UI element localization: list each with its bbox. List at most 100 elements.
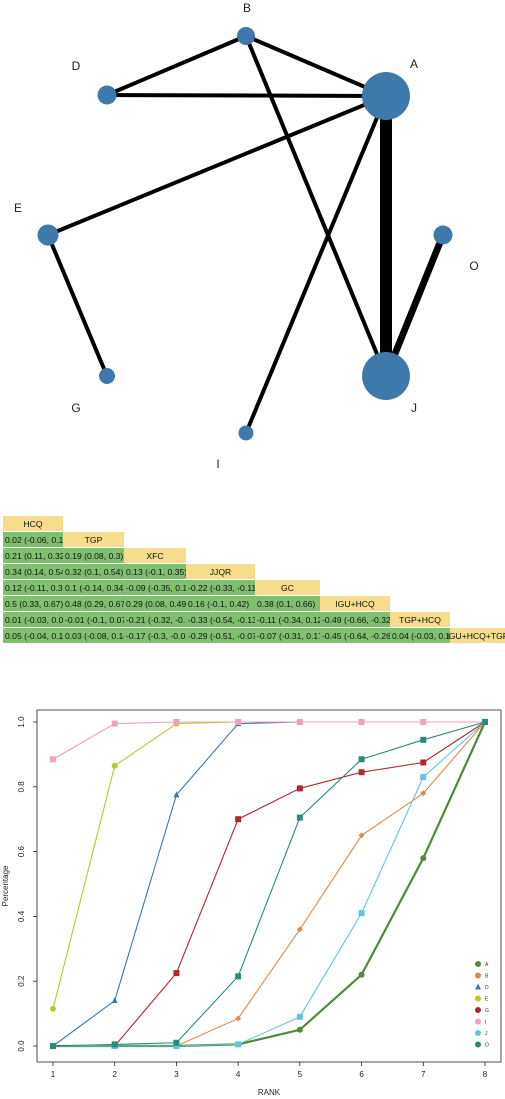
node-label-B: B (243, 1, 251, 15)
effect-estimate: 0.03 (-0.08, 0.14) (65, 631, 131, 641)
data-point-O (420, 736, 427, 743)
data-point-G (296, 785, 303, 792)
effect-estimate: 0.48 (0.29, 0.67) (65, 599, 128, 609)
plot-frame (36, 709, 502, 1063)
table-cell (186, 580, 255, 595)
table-cell (63, 628, 124, 643)
legend-label-D: D (485, 985, 489, 991)
legend-marker-E (475, 995, 481, 1002)
legend-marker-G (475, 1007, 481, 1013)
y-tick-label: 0.6 (17, 845, 26, 857)
table-cell (3, 580, 63, 595)
x-tick-label: 2 (112, 1070, 117, 1079)
data-point-B (358, 832, 365, 839)
effect-estimate: 0.1 (-0.14, 0.34) (65, 583, 126, 593)
table-cell (255, 628, 320, 643)
table-cell (63, 580, 124, 595)
edge-O-J (382, 233, 447, 378)
data-point-I (296, 719, 303, 725)
data-point-G (358, 769, 365, 776)
effect-estimate: 0.12 (-0.11, 0.35) (5, 583, 70, 593)
edge-E-G (46, 234, 109, 377)
x-tick-label: 3 (174, 1070, 179, 1079)
treatment-label: JJQR (210, 567, 231, 577)
legend-label-B: B (485, 974, 489, 980)
data-point-J (235, 1041, 242, 1048)
table-header-cell (186, 564, 255, 579)
league-table: HCQ 0.02 (-0.06, 0.1) TGP 0.21 (0.11, 0.32)… (3, 516, 505, 643)
legend-label-I: I (485, 1020, 486, 1026)
effect-estimate: -0.33 (-0.54, -0.13) (188, 615, 260, 625)
data-point-B (420, 790, 427, 797)
effect-estimate: -0.09 (-0.35, 0.16) (126, 583, 195, 593)
node-label-A: A (410, 57, 418, 71)
table-cell (3, 564, 63, 579)
table-cell (320, 628, 390, 643)
x-tick-label: 4 (236, 1070, 241, 1079)
node-I (238, 425, 254, 441)
edge-E-A (47, 94, 387, 237)
table-header-cell (63, 532, 124, 547)
legend-marker-J (475, 1030, 481, 1036)
effect-estimate: -0.29 (-0.51, -0.07) (188, 631, 260, 641)
data-point-O (173, 1039, 180, 1046)
data-point-B (296, 926, 303, 933)
data-point-I (420, 719, 427, 725)
treatment-label: TGP+HCQ (399, 615, 441, 625)
effect-estimate: 0.5 (0.33, 0.67) (5, 599, 63, 609)
x-tick-label: 1 (51, 1070, 56, 1079)
treatment-label: IGU+HCQ+TGP (446, 631, 505, 641)
table-cell (186, 628, 255, 643)
treatment-label: IGU+HCQ (335, 599, 375, 609)
data-point-O (296, 814, 303, 821)
data-point-I (50, 756, 56, 763)
treatment-label: GC (281, 583, 294, 593)
data-point-B (235, 1015, 242, 1022)
data-point-J (358, 910, 365, 917)
data-point-G (173, 970, 180, 977)
series-line-B (53, 721, 486, 1047)
effect-estimate: 0.04 (-0.03, 0.11) (392, 631, 457, 641)
node-O (433, 225, 453, 245)
effect-estimate: -0.21 (-0.32, -0.1) (126, 615, 193, 625)
data-point-E (50, 1005, 56, 1012)
edge-A-I (244, 95, 388, 434)
effect-estimate: 0.21 (0.11, 0.32) (5, 551, 68, 561)
y-tick-label: 1.0 (17, 716, 26, 728)
effect-estimate: -0.01 (-0.1, 0.07) (65, 615, 129, 625)
edge-D-A (106, 93, 387, 98)
node-label-D: D (72, 59, 81, 73)
effect-estimate: 0.19 (0.08, 0.3) (65, 551, 123, 561)
table-header-cell (3, 516, 63, 531)
table-cell (124, 612, 186, 627)
table-cell (390, 628, 450, 643)
series-O (50, 719, 488, 1049)
data-point-D (111, 997, 118, 1004)
legend-label-G: G (485, 1008, 489, 1014)
node-label-E: E (14, 201, 22, 215)
table-cell (186, 596, 255, 611)
effect-estimate: 0.34 (0.14, 0.54) (5, 567, 68, 577)
table-cell (3, 596, 63, 611)
table-cell (3, 532, 63, 547)
table-cell (63, 596, 124, 611)
data-point-I (173, 719, 180, 725)
data-point-O (482, 719, 488, 725)
series-line-D (52, 721, 485, 1047)
effect-estimate: -0.07 (-0.31, 0.17) (257, 631, 326, 641)
data-point-O (111, 1041, 118, 1048)
node-label-I: I (216, 457, 219, 471)
network-plot: A B D E G I J O (14, 1, 479, 471)
data-point-J (173, 1043, 180, 1049)
effect-estimate: 0.13 (-0.1, 0.35) (126, 567, 187, 577)
data-point-A (358, 971, 365, 978)
table-cell (124, 628, 186, 643)
y-tick-label: 0.4 (17, 910, 26, 922)
table-cell (3, 548, 63, 563)
legend-label-O: O (485, 1043, 489, 1049)
effect-estimate: 0.02 (-0.06, 0.1) (5, 535, 66, 545)
data-point-A (420, 855, 427, 862)
treatment-label: TGP (85, 535, 103, 545)
